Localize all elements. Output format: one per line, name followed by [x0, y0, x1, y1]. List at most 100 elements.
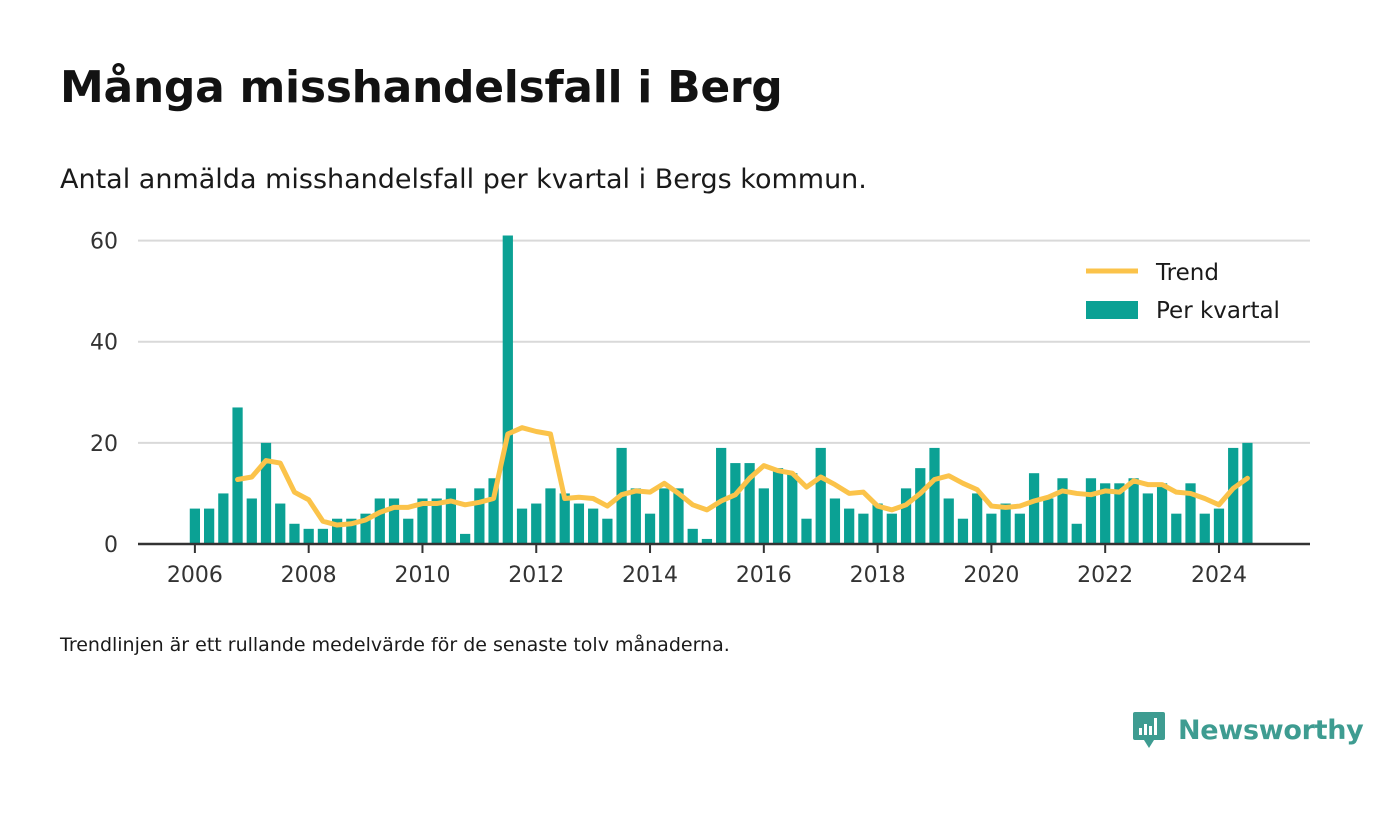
- x-tick-label: 2024: [1191, 563, 1247, 588]
- bar: [1085, 478, 1097, 544]
- bar: [531, 503, 542, 544]
- bar: [1156, 483, 1168, 544]
- y-tick-label: 20: [90, 432, 118, 457]
- bar: [886, 513, 897, 544]
- x-tick-label: 2006: [167, 563, 223, 588]
- bar: [360, 513, 371, 544]
- bar: [630, 488, 641, 544]
- bar: [701, 538, 713, 544]
- bar: [1213, 508, 1225, 544]
- bar: [858, 513, 869, 544]
- x-tick-label: 2008: [281, 563, 337, 588]
- bar: [346, 518, 357, 544]
- newsworthy-logo-icon: [1133, 712, 1165, 748]
- bar: [1114, 483, 1125, 544]
- axes: 0 20 40 60 2006 2008 2010 2012 2014 2016 2018 2020 2…: [90, 230, 1310, 588]
- bar: [474, 488, 485, 544]
- chart-title: Många misshandelsfall i Berg: [60, 62, 783, 113]
- legend: Trend Per kvartal: [1076, 254, 1294, 336]
- bar: [844, 508, 855, 544]
- bar: [815, 447, 826, 544]
- bar: [972, 493, 983, 544]
- bar: [1128, 478, 1139, 544]
- bar: [204, 508, 215, 544]
- bar: [1000, 503, 1011, 544]
- bar: [1242, 442, 1253, 544]
- bar: [602, 518, 613, 544]
- x-tick-label: 2012: [508, 563, 564, 588]
- bar: [260, 442, 272, 544]
- bar: [460, 533, 471, 544]
- bar: [872, 503, 883, 544]
- bar: [801, 518, 812, 544]
- y-tick-label: 60: [90, 230, 118, 255]
- legend-bar-swatch: [1086, 301, 1138, 319]
- bar: [1171, 513, 1182, 544]
- brand-logo: Newsworthy: [1132, 710, 1364, 750]
- bar: [730, 463, 741, 544]
- legend-background: [1076, 254, 1294, 336]
- bar: [317, 528, 329, 544]
- bar: [246, 498, 257, 544]
- bar: [189, 508, 201, 544]
- bar: [232, 407, 243, 544]
- x-tick-label: 2014: [622, 563, 678, 588]
- bar: [1071, 523, 1082, 544]
- bar: [275, 503, 286, 544]
- bar: [502, 235, 513, 544]
- bar: [303, 528, 314, 544]
- bar: [744, 463, 755, 544]
- bar: [545, 488, 556, 544]
- grid-lines: [138, 239, 1310, 444]
- x-tick-label: 2016: [736, 563, 792, 588]
- chart-area: 0 20 40 60 2006 2008 2010 2012 2014 2016 2018 2020 2…: [90, 230, 1310, 588]
- bar: [929, 447, 940, 544]
- bar: [218, 493, 229, 544]
- y-tick-label: 40: [90, 331, 118, 356]
- trend-line: [235, 425, 1250, 528]
- bar: [516, 508, 528, 544]
- bar: [787, 473, 798, 544]
- bar: [332, 518, 343, 544]
- bar: [431, 498, 442, 544]
- bar: [687, 528, 698, 544]
- bar: [915, 468, 926, 544]
- bar: [374, 498, 385, 544]
- x-tick-label: 2022: [1077, 563, 1133, 588]
- bar: [943, 498, 954, 544]
- legend-trend-label: Trend: [1155, 260, 1219, 286]
- trend-series: [235, 425, 1250, 528]
- bar: [772, 468, 784, 544]
- bar: [957, 518, 969, 544]
- bar: [1028, 473, 1040, 544]
- bar: [1142, 493, 1153, 544]
- chart-subtitle: Antal anmälda misshandelsfall per kvarta…: [60, 164, 867, 195]
- bar: [1057, 478, 1068, 544]
- bar: [1100, 483, 1111, 544]
- bar-series: [189, 235, 1253, 544]
- bar: [1043, 498, 1054, 544]
- bar: [403, 518, 414, 544]
- brand-name: Newsworthy: [1178, 714, 1364, 746]
- bar: [829, 498, 841, 544]
- bar: [1014, 513, 1025, 544]
- footnote: Trendlinjen är ett rullande medelvärde f…: [60, 634, 730, 656]
- legend-bar-label: Per kvartal: [1156, 298, 1280, 324]
- bar: [1228, 447, 1239, 544]
- bar: [758, 488, 769, 544]
- bar: [417, 498, 428, 544]
- bar: [659, 488, 670, 544]
- bar: [986, 513, 997, 544]
- bar: [644, 513, 656, 544]
- bar: [1185, 483, 1196, 544]
- x-tick-label: 2010: [394, 563, 450, 588]
- y-tick-label: 0: [104, 533, 118, 558]
- bar: [900, 488, 912, 544]
- bar: [588, 508, 599, 544]
- x-tick-label: 2020: [963, 563, 1019, 588]
- bar: [445, 488, 457, 544]
- bar: [488, 478, 499, 544]
- bar: [559, 493, 570, 544]
- x-tick-label: 2018: [850, 563, 906, 588]
- bar: [289, 523, 300, 544]
